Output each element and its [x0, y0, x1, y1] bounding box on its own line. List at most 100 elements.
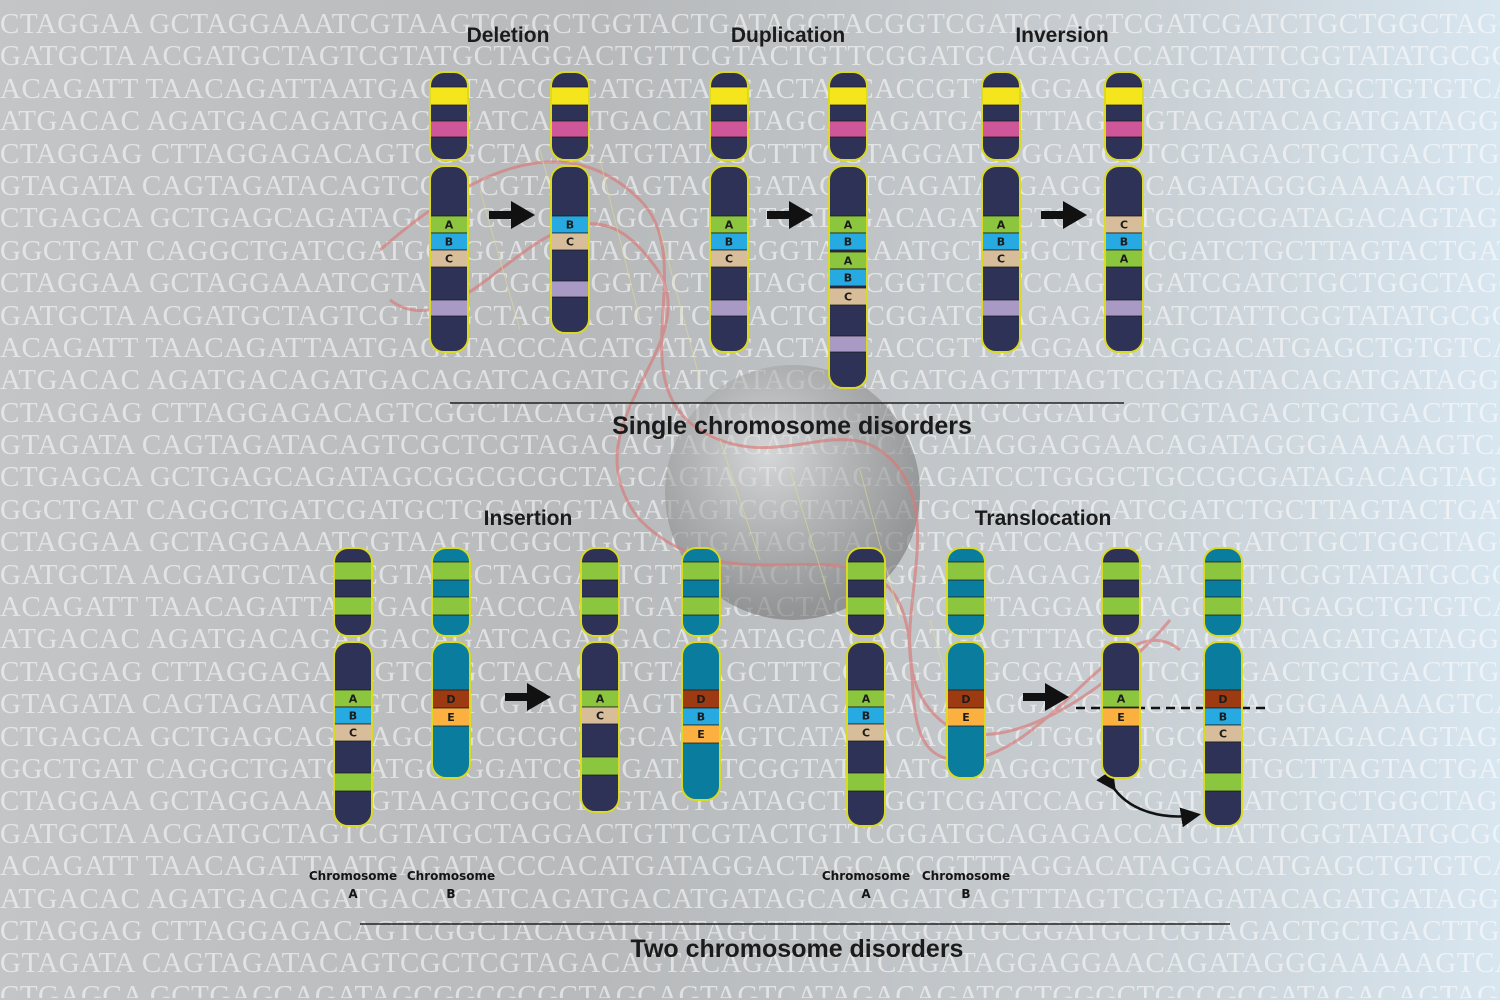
chromosome-band — [710, 233, 748, 250]
dna-sequence-line: GTAGATA CAGTAGATACAGTCGCTCGTAGACAGTACAGA… — [0, 169, 1500, 202]
chromosome-band — [1105, 300, 1143, 316]
band-letter-a: A — [1117, 693, 1126, 706]
chromosome-band — [334, 597, 372, 615]
chromosome-band — [847, 562, 885, 580]
band-letter-b: B — [445, 236, 453, 249]
chromosome-band — [551, 216, 589, 233]
chromosome-band — [581, 690, 619, 707]
chromosome-band — [1204, 708, 1242, 725]
translocation-chromosome-a-letter: A — [861, 887, 871, 901]
chromosome-band — [1204, 773, 1242, 791]
dna-sequence-line: CTAGGAA GCTAGGAAATCGTAAGTCGGCTGGTACTGATA… — [0, 8, 1500, 40]
chromosome-band — [432, 562, 470, 580]
band-letter-c: C — [596, 710, 604, 723]
chromosome-band — [682, 562, 720, 580]
band-letter-d: D — [961, 693, 970, 706]
translocation-chromosome-a-after: AE — [1101, 547, 1141, 779]
dna-sequence-line: ATGACAC AGATGACAGATGACAGATCAGATGACATGATA… — [0, 882, 1500, 915]
chromosome-band — [1204, 562, 1242, 580]
chromosome-band — [581, 757, 619, 775]
dna-sequence-line: CTAGGAG CTTAGGAGACAGTCGGCTACAGATGTATAGCT… — [0, 655, 1500, 688]
band-letter-c: C — [862, 727, 870, 740]
dna-sequence-line: ATGACAC AGATGACAGATGACAGATCAGATGACATGATA… — [0, 623, 1500, 656]
chromosome-band — [430, 250, 468, 267]
dna-sequence-line: CTGAGCA GCTGAGCAGATAGCGGCGCGCTAGCAGTAGTC… — [0, 202, 1500, 235]
chromosome-band — [829, 87, 867, 105]
band-letter-c: C — [349, 727, 357, 740]
inversion-title: Inversion — [1015, 24, 1108, 47]
chromosome-band — [829, 336, 867, 352]
chromosome-band — [847, 597, 885, 615]
band-letter-b: B — [566, 219, 574, 232]
dna-sequence-line: CTAGGAA GCTAGGAAATCGTAAGTCGGCTGGTACTGATA… — [0, 267, 1500, 300]
insertion-chromosome-b-letter: B — [446, 887, 455, 901]
arrow-icon — [1023, 683, 1069, 711]
chromosome-band — [551, 121, 589, 137]
dna-sequence-line: ACAGATT TAACAGATTAATGAGATACCCACATGATAGGA… — [0, 331, 1500, 364]
insertion-chromosome-labels: Chromosome A Chromosome B — [309, 869, 495, 901]
chromosome-band — [829, 216, 867, 233]
translocation-chromosome-a-word: Chromosome — [822, 869, 910, 883]
chromosome-band — [682, 725, 720, 743]
arrow-icon — [489, 201, 535, 229]
chromosome-band — [682, 708, 720, 725]
insertion-chromosome-b-after: DBE — [681, 547, 721, 801]
chromatid-arm — [581, 548, 619, 636]
inversion-before: ABC — [981, 71, 1021, 353]
chromosome-band — [982, 121, 1020, 137]
band-letter-b: B — [1219, 711, 1227, 724]
inversion-after: CBA — [1104, 71, 1144, 353]
dna-sequence-line: GATGCTA ACGATGCTAGTCGTATGCTAGGACTGTTCGTA… — [0, 40, 1500, 73]
chromosome-band — [1105, 216, 1143, 233]
band-letter-b: B — [725, 236, 733, 249]
band-letter-c: C — [725, 253, 733, 266]
chromosome-band — [1102, 562, 1140, 580]
chromatid-arm — [682, 548, 720, 636]
chromosome-band — [829, 269, 867, 286]
chromosome-band — [982, 250, 1020, 267]
band-letter-c: C — [1120, 219, 1128, 232]
band-letter-d: D — [1218, 693, 1227, 706]
chromatid-arm — [829, 72, 867, 160]
insertion-chromosome-a-word: Chromosome — [309, 869, 397, 883]
translocation-chromosome-b-letter: B — [961, 887, 970, 901]
chromosome-band — [847, 707, 885, 724]
chromosome-band — [682, 597, 720, 615]
chromosome-band — [581, 597, 619, 615]
insertion-chromosome-a-letter: A — [348, 887, 358, 901]
chromosome-band — [430, 216, 468, 233]
chromosome-band — [847, 724, 885, 741]
chromosome-band — [1204, 597, 1242, 615]
dna-sequence-line: ACAGATT TAACAGATTAATGAGATACCCACATGATAGGA… — [0, 850, 1500, 883]
chromosome-band — [1204, 690, 1242, 708]
duplication-before: ABC — [709, 71, 749, 353]
chromosome-band — [1204, 725, 1242, 742]
dna-sequence-line: GTAGATA CAGTAGATACAGTCGCTCGTAGACAGTACAGA… — [0, 947, 1500, 980]
chromosome-band — [1105, 233, 1143, 250]
band-letter-b: B — [697, 711, 705, 724]
insertion-chromosome-b-before: DE — [431, 547, 471, 779]
chromosome-band — [829, 233, 867, 250]
duplication-title: Duplication — [731, 24, 845, 47]
chromatid-arm — [551, 72, 589, 160]
chromosome-band — [1105, 87, 1143, 105]
band-letter-a: A — [725, 219, 734, 232]
single-section-title: Single chromosome disorders — [612, 412, 972, 440]
chromosome-band — [1102, 708, 1140, 726]
band-letter-b: B — [862, 710, 870, 723]
band-letter-a: A — [596, 693, 605, 706]
chromosome-band — [947, 597, 985, 615]
chromosome-band — [982, 216, 1020, 233]
chromatid-arm — [847, 548, 885, 636]
dna-sequence-line: ACAGATT TAACAGATTAATGAGATACCCACATGATAGGA… — [0, 72, 1500, 105]
chromosome-band — [432, 708, 470, 726]
chromatid-arm — [432, 548, 470, 636]
chromosome-band — [432, 690, 470, 708]
dna-sequence-line: CTGAGCA GCTGAGCAGATAGCGGCGCGCTAGCAGTAGTC… — [0, 720, 1500, 753]
deletion-before: ABC — [429, 71, 469, 353]
band-letter-d: D — [446, 693, 455, 706]
swap-arrow-icon — [1096, 768, 1201, 828]
chromosome-band — [430, 300, 468, 316]
